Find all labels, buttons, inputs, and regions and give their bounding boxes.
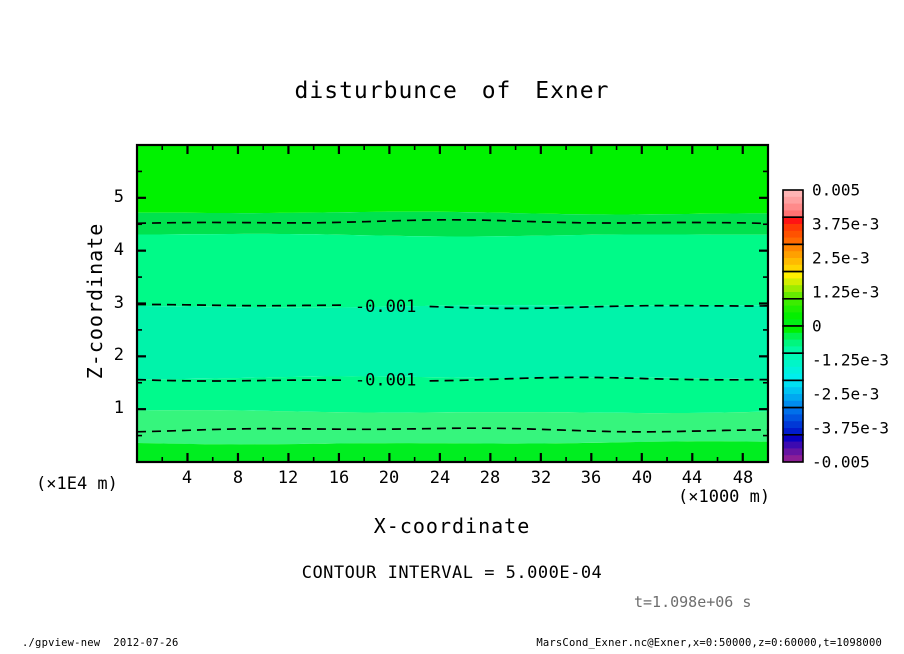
x-tick-label: 8 (232, 468, 244, 488)
x-tick-label: 40 (631, 468, 653, 488)
chart-title: disturbunce of Exner (294, 78, 610, 104)
x-tick-label: 16 (328, 468, 350, 488)
x-tick-label: 4 (181, 468, 193, 488)
colorbar-tick-label: 1.25e-3 (812, 282, 880, 302)
colorbar-tick-label: 0 (812, 316, 822, 336)
x-axis-title: X-coordinate (373, 514, 531, 538)
fill-bands (137, 145, 768, 462)
x-tick-label: 44 (681, 468, 703, 488)
colorbar-tick-label: 0.005 (812, 180, 861, 200)
colorbar-tick-label: 3.75e-3 (812, 214, 880, 234)
colorbar-tick-label: -1.25e-3 (812, 350, 890, 370)
command-footer-label: ./gpview-new 2012-07-26 (22, 637, 179, 649)
y-axis-unit-label: (×1E4 m) (36, 474, 118, 494)
dataset-footer-label: MarsCond_Exner.nc@Exner,x=0:50000,z=0:60… (536, 637, 882, 649)
y-tick-label: 2 (113, 345, 124, 365)
colorbar-tick-label: -2.5e-3 (812, 384, 880, 404)
x-tick-label: 24 (429, 468, 451, 488)
colorbar-tick-label: -0.005 (812, 452, 870, 472)
contour-label: -0.001 (355, 371, 416, 391)
x-tick-label: 20 (378, 468, 400, 488)
x-tick-label: 32 (530, 468, 552, 488)
y-tick-label: 4 (113, 240, 124, 260)
contour-lines (137, 218, 768, 433)
axis-ticks (137, 145, 768, 462)
x-tick-label: 48 (732, 468, 754, 488)
y-tick-label: 5 (113, 187, 124, 207)
colorbar-tick-label: 2.5e-3 (812, 248, 870, 268)
time-stamp-label: t=1.098e+06 s (634, 593, 752, 611)
x-axis-unit-label: (×1000 m) (678, 487, 771, 507)
x-tick-label: 36 (580, 468, 602, 488)
y-tick-label: 1 (113, 398, 124, 418)
contour-interval-label: CONTOUR INTERVAL = 5.000E-04 (301, 563, 603, 583)
contour-label: -0.001 (355, 297, 416, 317)
colorbar (782, 189, 804, 463)
x-tick-label: 12 (277, 468, 299, 488)
y-tick-label: 3 (113, 293, 124, 313)
colorbar-tick-label: -3.75e-3 (812, 418, 890, 438)
x-tick-label: 28 (479, 468, 501, 488)
